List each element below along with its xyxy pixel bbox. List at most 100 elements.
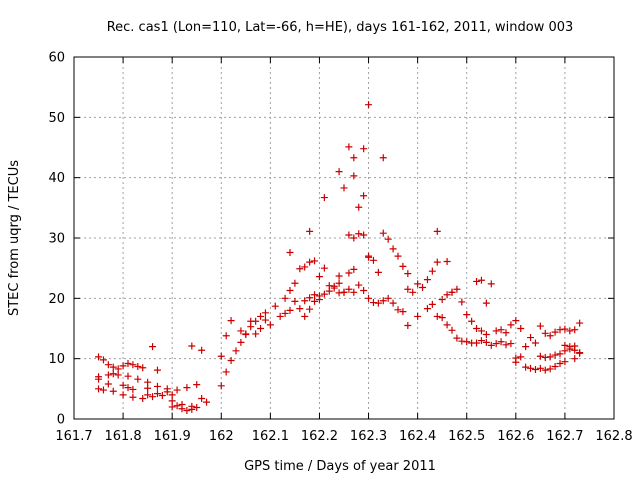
x-tick-label: 162.5	[448, 429, 485, 444]
data-point-marker	[345, 285, 353, 293]
data-point-marker	[139, 394, 147, 402]
data-point-marker	[546, 365, 554, 373]
data-point-marker	[473, 277, 481, 285]
data-point-marker	[198, 346, 206, 354]
data-point-marker	[350, 234, 358, 242]
data-point-marker	[95, 353, 103, 361]
data-point-marker	[566, 327, 574, 335]
data-point-marker	[561, 358, 569, 366]
data-point-marker	[551, 363, 559, 371]
data-point-marker	[502, 329, 510, 337]
data-point-marker	[173, 386, 181, 394]
data-point-marker	[502, 341, 510, 349]
x-axis-ticks: 161.7 161.8 161.9 162 162.1 162.2 162.3 162.4 16…	[55, 57, 633, 444]
data-point-marker	[522, 343, 530, 351]
data-point-marker	[541, 353, 549, 361]
x-tick-label: 162.1	[252, 429, 289, 444]
data-point-marker	[438, 296, 446, 304]
data-point-marker	[247, 317, 255, 325]
data-point-marker	[492, 327, 500, 335]
data-point-marker	[419, 283, 427, 291]
data-point-marker	[463, 338, 471, 346]
data-point-marker	[149, 393, 157, 401]
data-point-marker	[404, 321, 412, 329]
data-point-marker	[114, 365, 122, 373]
data-point-marker	[325, 287, 333, 295]
data-point-marker	[149, 343, 157, 351]
data-point-marker	[124, 372, 132, 380]
data-point-marker	[541, 366, 549, 374]
data-point-marker	[379, 297, 387, 305]
x-axis-label: GPS time / Days of year 2011	[244, 459, 436, 474]
data-point-marker	[443, 258, 451, 266]
data-point-marker	[271, 302, 279, 310]
data-point-marker	[350, 288, 358, 296]
x-tick-label: 161.9	[154, 429, 191, 444]
data-point-marker	[473, 325, 481, 332]
data-point-marker	[168, 403, 176, 411]
data-point-marker	[153, 382, 161, 390]
data-point-marker	[561, 341, 569, 349]
data-point-marker	[512, 317, 520, 325]
data-point-marker	[311, 297, 319, 305]
data-point-marker	[163, 385, 171, 393]
data-point-marker	[369, 299, 377, 307]
data-point-marker	[266, 321, 274, 329]
data-point-marker	[217, 382, 225, 390]
data-point-marker	[95, 385, 103, 393]
data-point-marker	[453, 285, 461, 293]
x-tick-label: 161.8	[104, 429, 141, 444]
x-tick-label: 162.8	[595, 429, 632, 444]
data-point-marker	[350, 265, 358, 273]
data-point-marker	[473, 339, 481, 347]
data-point-marker	[404, 270, 412, 278]
y-tick-label: 40	[48, 171, 65, 186]
data-point-marker	[423, 276, 431, 284]
data-point-marker	[477, 337, 485, 345]
grid-lines	[74, 57, 614, 419]
data-point-marker	[306, 258, 314, 266]
data-point-marker	[414, 312, 422, 320]
data-point-marker	[203, 398, 211, 406]
data-point-marker	[178, 401, 186, 409]
data-point-marker	[257, 312, 265, 320]
data-point-marker	[95, 375, 103, 383]
data-point-marker	[453, 334, 461, 342]
data-point-marker	[394, 252, 402, 260]
data-point-marker	[286, 286, 294, 294]
data-point-marker	[561, 325, 569, 333]
data-point-marker	[428, 267, 436, 275]
data-point-marker	[468, 317, 476, 325]
data-point-marker	[144, 384, 152, 392]
data-point-marker	[571, 355, 579, 363]
data-point-marker	[576, 319, 584, 327]
x-tick-label: 162.2	[301, 429, 338, 444]
chart-title: Rec. cas1 (Lon=110, Lat=-66, h=HE), days…	[107, 20, 574, 35]
data-point-marker	[443, 321, 451, 329]
data-point-marker	[330, 282, 338, 290]
y-tick-label: 50	[48, 111, 65, 126]
data-point-marker	[350, 172, 358, 180]
data-point-marker	[541, 329, 549, 337]
data-point-marker	[507, 321, 515, 329]
data-point-marker	[168, 391, 176, 399]
data-point-marker	[428, 300, 436, 308]
data-point-marker	[222, 332, 230, 340]
data-point-marker	[487, 341, 495, 349]
data-point-marker	[276, 312, 284, 320]
data-point-marker	[340, 184, 348, 192]
data-point-marker	[531, 339, 539, 347]
data-point-marker	[360, 145, 368, 153]
data-point-marker	[144, 391, 152, 399]
data-point-marker	[114, 371, 122, 379]
data-point-marker	[306, 294, 314, 302]
data-point-marker	[458, 298, 466, 306]
data-point-marker	[477, 327, 485, 335]
y-tick-label: 10	[48, 352, 65, 367]
data-point-marker	[320, 290, 328, 298]
data-point-marker	[281, 309, 289, 317]
data-point-marker	[571, 326, 579, 334]
data-point-marker	[389, 245, 397, 253]
data-point-marker	[546, 332, 554, 340]
data-point-marker	[139, 364, 147, 372]
